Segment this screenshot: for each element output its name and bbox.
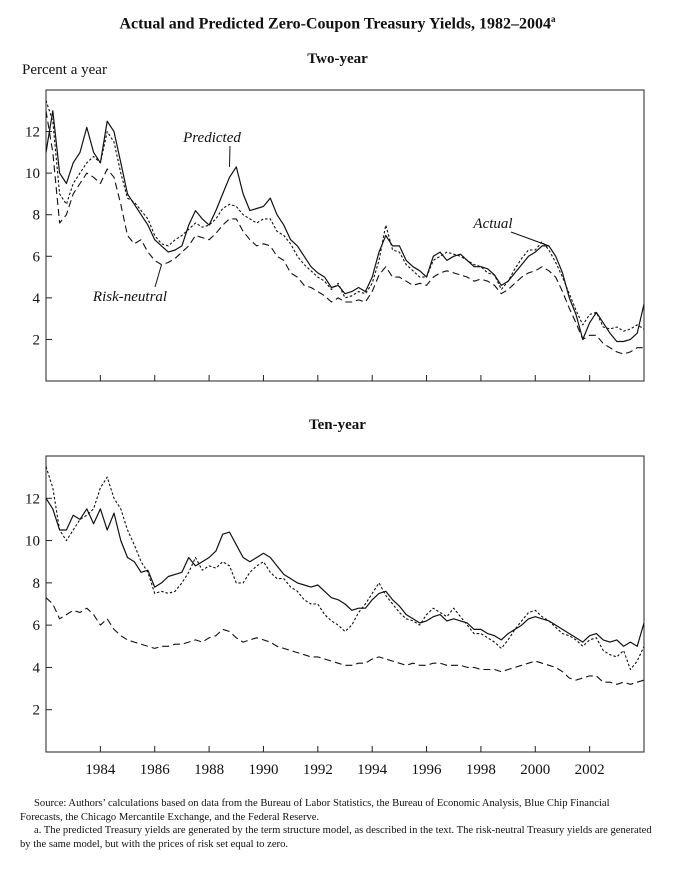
y-axis-label: Percent a year [22, 62, 107, 78]
y-tick-label: 4 [33, 660, 41, 676]
series-line-actual [45, 497, 645, 647]
title-footnote-mark: a [551, 14, 556, 24]
y-tick-label: 4 [33, 291, 41, 307]
y-tick-label: 8 [33, 208, 41, 224]
x-tick-label: 1990 [248, 762, 278, 778]
plot-frame [45, 89, 645, 382]
source-note: Source: Authors’ calculations based on d… [20, 798, 610, 823]
figure-title-text: Actual and Predicted Zero-Coupon Treasur… [119, 15, 552, 33]
footnote-a: a. The predicted Treasury yields are gen… [20, 825, 652, 850]
x-tick-label: 1994 [357, 762, 388, 778]
x-tick-label: 1984 [85, 762, 116, 778]
series-line-predicted [45, 466, 645, 671]
panel-title-two-year: Two-year [307, 51, 368, 67]
y-tick-label: 6 [33, 618, 41, 634]
figure-title: Actual and Predicted Zero-Coupon Treasur… [0, 14, 675, 33]
plot-frame [45, 455, 645, 753]
y-tick-label: 8 [33, 576, 41, 592]
annotation-label: Actual [472, 216, 512, 232]
x-tick-label: 1992 [303, 762, 333, 778]
annotation-label: Risk-neutral [92, 289, 167, 305]
series-line-risk-neutral [45, 110, 644, 355]
y-tick-label: 10 [25, 166, 40, 182]
y-tick-label: 10 [25, 534, 40, 550]
x-tick-label: 1998 [466, 762, 496, 778]
y-tick-label: 2 [33, 332, 41, 348]
x-tick-label: 2000 [520, 762, 550, 778]
series-line-risk-neutral [45, 597, 645, 685]
panel-title-ten-year: Ten-year [309, 417, 366, 433]
annotation-leader [228, 145, 231, 167]
notes: Source: Authors’ calculations based on d… [20, 797, 652, 851]
x-tick-label: 1988 [194, 762, 224, 778]
annotation-label: Predicted [182, 130, 241, 146]
y-tick-label: 12 [25, 125, 40, 141]
x-tick-label: 1996 [412, 762, 443, 778]
y-tick-label: 12 [25, 491, 40, 507]
y-tick-label: 2 [33, 703, 41, 719]
x-tick-label: 1986 [140, 762, 171, 778]
annotation-leader [510, 231, 550, 247]
series-line-actual [45, 110, 645, 343]
x-tick-label: 2002 [575, 762, 605, 778]
annotation-leader [154, 264, 163, 288]
y-tick-label: 6 [33, 249, 41, 265]
